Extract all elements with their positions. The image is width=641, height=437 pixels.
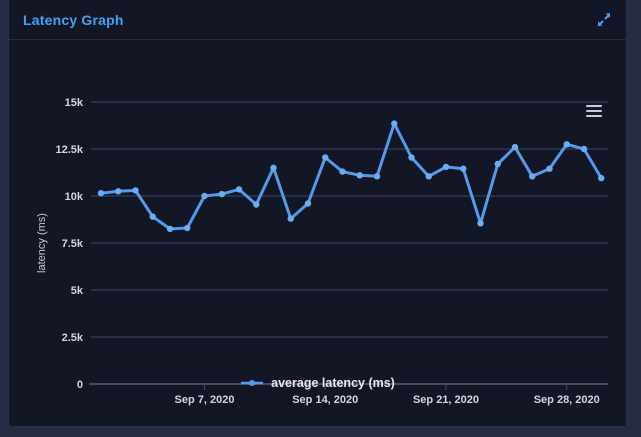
panel-header[interactable]: Latency Graph bbox=[9, 0, 626, 40]
data-point[interactable] bbox=[322, 154, 329, 161]
data-point[interactable] bbox=[184, 224, 191, 232]
data-point[interactable] bbox=[356, 172, 363, 179]
data-point[interactable] bbox=[235, 186, 243, 193]
legend: average latency (ms) bbox=[9, 374, 626, 392]
y-axis-title: latency (ms) bbox=[36, 213, 48, 273]
hamburger-bar bbox=[586, 109, 602, 113]
hamburger-bar bbox=[586, 114, 602, 118]
data-point[interactable] bbox=[97, 190, 105, 197]
data-point[interactable] bbox=[580, 145, 588, 153]
data-point[interactable] bbox=[270, 164, 277, 171]
diagonal-expand-arrows-icon bbox=[597, 13, 611, 27]
x-tick-label: Sep 14, 2020 bbox=[292, 394, 358, 406]
data-point[interactable] bbox=[511, 143, 519, 151]
data-point[interactable] bbox=[529, 173, 536, 180]
legend-line-icon bbox=[241, 380, 264, 386]
data-point[interactable] bbox=[304, 200, 312, 207]
y-tick-label: 2.5k bbox=[62, 332, 84, 344]
y-tick-label: 12.5k bbox=[55, 144, 83, 156]
latency-graph-panel: Latency Graph 0 2.5k 5k 7.5k 10k 12.5k 15k Sep … bbox=[8, 0, 627, 427]
data-point[interactable] bbox=[391, 120, 398, 127]
data-point[interactable] bbox=[149, 213, 156, 220]
data-point[interactable] bbox=[494, 160, 501, 168]
data-point[interactable] bbox=[373, 173, 381, 180]
data-point[interactable] bbox=[339, 168, 346, 175]
data-point[interactable] bbox=[287, 215, 294, 222]
data-point[interactable] bbox=[563, 141, 570, 148]
data-point[interactable] bbox=[115, 188, 122, 195]
y-tick-label: 15k bbox=[65, 97, 84, 109]
chart-menu-icon[interactable] bbox=[583, 102, 605, 120]
hamburger-bar bbox=[586, 104, 602, 108]
data-point[interactable] bbox=[546, 165, 553, 172]
data-point[interactable] bbox=[201, 192, 208, 200]
x-tick-label: Sep 21, 2020 bbox=[413, 394, 479, 406]
data-point[interactable] bbox=[218, 190, 225, 198]
data-point[interactable] bbox=[253, 201, 260, 208]
data-point[interactable] bbox=[460, 165, 467, 172]
data-point[interactable] bbox=[166, 225, 174, 233]
data-point[interactable] bbox=[132, 187, 139, 194]
legend-label: average latency (ms) bbox=[271, 376, 395, 390]
x-tick-label: Sep 7, 2020 bbox=[175, 394, 235, 406]
chart-area: 0 2.5k 5k 7.5k 10k 12.5k 15k Sep 7, 2020 Sep 14,… bbox=[9, 40, 626, 406]
data-point[interactable] bbox=[425, 173, 432, 180]
y-tick-label: 5k bbox=[71, 285, 84, 297]
data-point[interactable] bbox=[477, 220, 484, 227]
legend-item-average-latency[interactable]: average latency (ms) bbox=[236, 374, 399, 392]
y-tick-label: 0 bbox=[77, 379, 83, 391]
latency-chart[interactable]: 0 2.5k 5k 7.5k 10k 12.5k 15k Sep 7, 2020 Sep 14,… bbox=[9, 40, 628, 412]
data-point[interactable] bbox=[442, 163, 450, 171]
panel-title: Latency Graph bbox=[23, 11, 124, 28]
latency-series-line bbox=[99, 122, 603, 231]
data-point[interactable] bbox=[408, 154, 415, 161]
x-tick-label: Sep 28, 2020 bbox=[534, 394, 600, 406]
y-tick-label: 7.5k bbox=[62, 238, 84, 250]
data-point[interactable] bbox=[598, 174, 605, 182]
y-tick-label: 10k bbox=[65, 191, 84, 203]
expand-icon[interactable] bbox=[594, 10, 614, 30]
